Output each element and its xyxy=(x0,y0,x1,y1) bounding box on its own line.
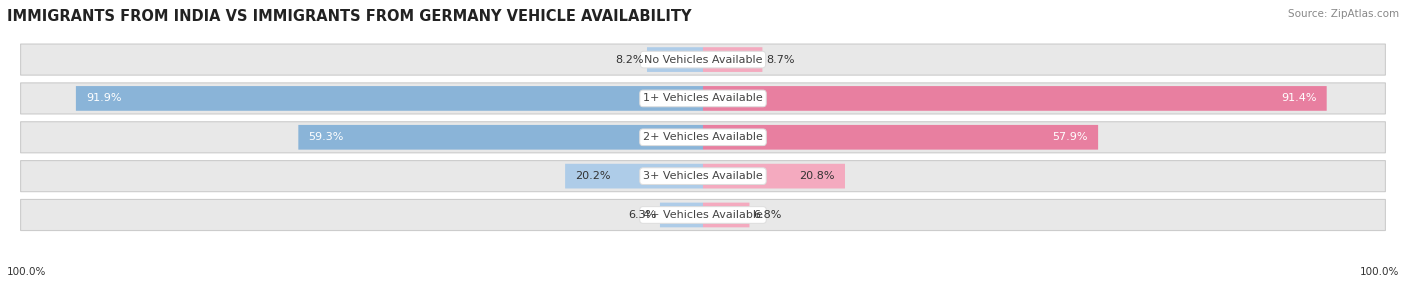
Text: 20.2%: 20.2% xyxy=(575,171,610,181)
FancyBboxPatch shape xyxy=(76,86,703,111)
Legend: Immigrants from India, Immigrants from Germany: Immigrants from India, Immigrants from G… xyxy=(537,281,869,286)
FancyBboxPatch shape xyxy=(703,86,1327,111)
FancyBboxPatch shape xyxy=(703,47,762,72)
FancyBboxPatch shape xyxy=(647,47,703,72)
Text: 3+ Vehicles Available: 3+ Vehicles Available xyxy=(643,171,763,181)
Text: 6.3%: 6.3% xyxy=(628,210,657,220)
Text: No Vehicles Available: No Vehicles Available xyxy=(644,55,762,65)
Text: 8.7%: 8.7% xyxy=(766,55,794,65)
FancyBboxPatch shape xyxy=(21,122,1385,153)
Text: 2+ Vehicles Available: 2+ Vehicles Available xyxy=(643,132,763,142)
Text: 59.3%: 59.3% xyxy=(309,132,344,142)
Text: 1+ Vehicles Available: 1+ Vehicles Available xyxy=(643,94,763,104)
Text: 100.0%: 100.0% xyxy=(1360,267,1399,277)
FancyBboxPatch shape xyxy=(703,202,749,227)
Text: 57.9%: 57.9% xyxy=(1052,132,1088,142)
Text: 100.0%: 100.0% xyxy=(7,267,46,277)
FancyBboxPatch shape xyxy=(21,161,1385,192)
Text: Source: ZipAtlas.com: Source: ZipAtlas.com xyxy=(1288,9,1399,19)
FancyBboxPatch shape xyxy=(21,83,1385,114)
Text: 91.4%: 91.4% xyxy=(1281,94,1316,104)
FancyBboxPatch shape xyxy=(21,199,1385,231)
FancyBboxPatch shape xyxy=(21,44,1385,75)
Text: 4+ Vehicles Available: 4+ Vehicles Available xyxy=(643,210,763,220)
Text: IMMIGRANTS FROM INDIA VS IMMIGRANTS FROM GERMANY VEHICLE AVAILABILITY: IMMIGRANTS FROM INDIA VS IMMIGRANTS FROM… xyxy=(7,9,692,23)
FancyBboxPatch shape xyxy=(298,125,703,150)
Text: 91.9%: 91.9% xyxy=(86,94,122,104)
FancyBboxPatch shape xyxy=(703,125,1098,150)
Text: 8.2%: 8.2% xyxy=(616,55,644,65)
FancyBboxPatch shape xyxy=(565,164,703,188)
FancyBboxPatch shape xyxy=(659,202,703,227)
Text: 20.8%: 20.8% xyxy=(799,171,835,181)
Text: 6.8%: 6.8% xyxy=(752,210,782,220)
FancyBboxPatch shape xyxy=(703,164,845,188)
